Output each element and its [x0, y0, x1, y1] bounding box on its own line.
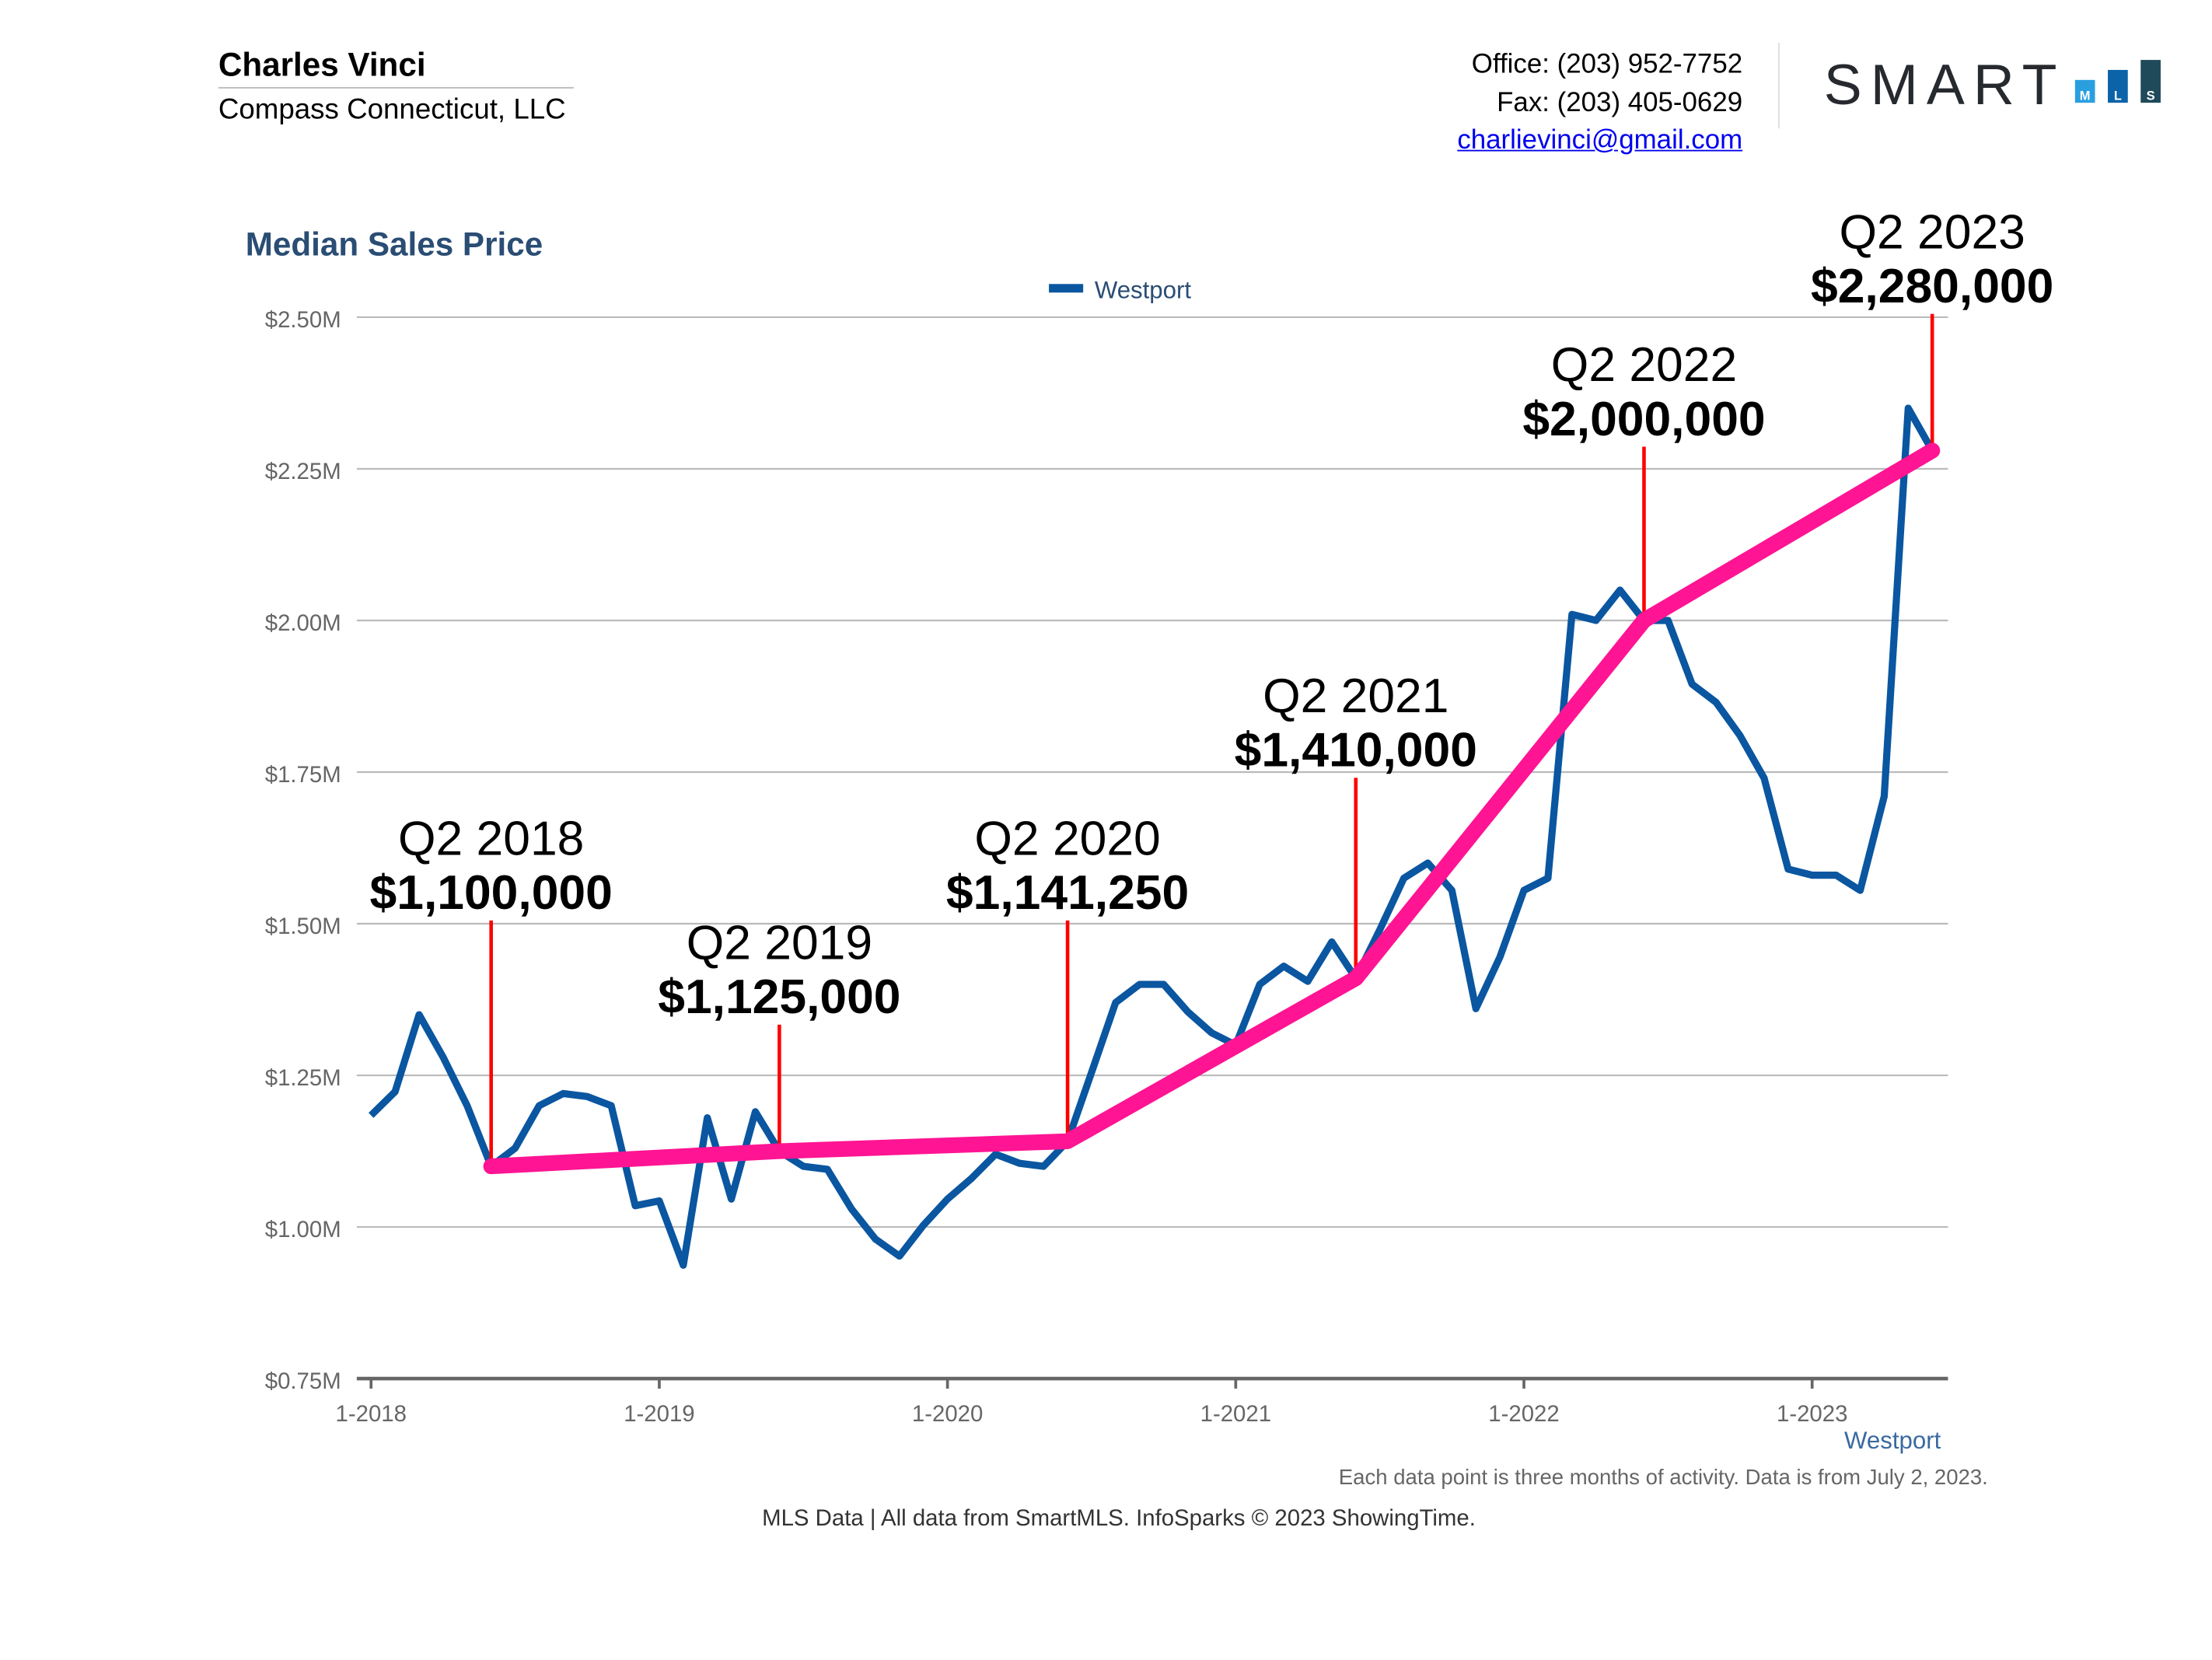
annotation-label: Q2 2022	[1551, 338, 1737, 392]
x-tick-label: 1-2020	[912, 1401, 983, 1427]
annotation-label: Q2 2019	[687, 916, 872, 970]
y-tick-label: $2.00M	[265, 610, 341, 636]
y-tick-label: $1.00M	[265, 1217, 341, 1242]
x-tick-label: 1-2023	[1777, 1401, 1847, 1427]
trend-line	[491, 451, 1932, 1167]
annotation-label: Q2 2020	[974, 812, 1160, 865]
annotation-label: Q2 2021	[1263, 669, 1448, 723]
data-note: Each data point is three months of activ…	[1339, 1466, 1988, 1490]
series-label: Westport	[1844, 1428, 1941, 1456]
annotation-value: $2,000,000	[1522, 393, 1765, 446]
annotation-label: Q2 2018	[398, 812, 584, 865]
legend-label: Westport	[1095, 277, 1192, 304]
y-tick-label: $1.50M	[265, 914, 341, 939]
y-tick-label: $1.75M	[265, 762, 341, 788]
annotation-value: $1,100,000	[370, 866, 613, 920]
y-tick-label: $2.50M	[265, 307, 341, 333]
x-tick-label: 1-2022	[1488, 1401, 1559, 1427]
y-tick-label: $1.25M	[265, 1065, 341, 1091]
x-tick-label: 1-2021	[1200, 1401, 1271, 1427]
annotation-value: $1,125,000	[658, 970, 900, 1024]
annotation-value: $1,141,250	[946, 866, 1189, 920]
y-tick-label: $0.75M	[265, 1368, 341, 1394]
annotation-label: Q2 2023	[1839, 205, 2025, 259]
x-tick-label: 1-2018	[336, 1401, 407, 1427]
annotation-value: $1,410,000	[1235, 724, 1477, 778]
annotation-value: $2,280,000	[1811, 260, 2053, 313]
legend: Westport	[1049, 277, 1191, 304]
x-tick-label: 1-2019	[624, 1401, 694, 1427]
y-tick-label: $2.25M	[265, 459, 341, 484]
credit-line: MLS Data | All data from SmartMLS. InfoS…	[0, 1507, 2212, 1532]
legend-swatch	[1049, 284, 1083, 292]
